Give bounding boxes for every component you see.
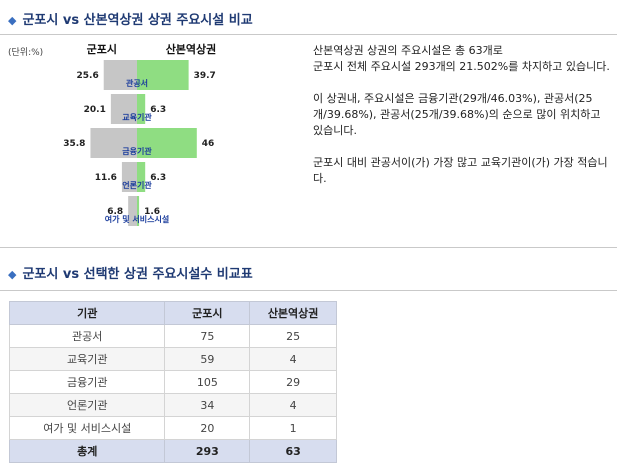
table-cell: 25 — [249, 324, 337, 348]
bar-sanbon — [137, 60, 189, 90]
table-cell: 59 — [164, 347, 251, 371]
bar-gunpo — [90, 128, 137, 158]
bar-sanbon — [137, 94, 146, 124]
value-label-right: 39.7 — [194, 71, 216, 81]
value-label-left: 20.1 — [84, 105, 106, 115]
value-label-right: 6.3 — [150, 173, 166, 183]
category-label: 교육기관 — [122, 112, 152, 122]
value-label-left: 25.6 — [77, 71, 99, 81]
table-row-label: 관공서 — [8, 324, 166, 348]
table-total-cell: 63 — [249, 439, 337, 463]
table-row: 금융기관 105 29 — [8, 370, 337, 394]
table-cell: 20 — [164, 416, 251, 440]
table-cell: 105 — [164, 370, 251, 394]
table-cell: 75 — [164, 324, 251, 348]
table-cell: 4 — [249, 347, 337, 371]
bar-gunpo — [121, 162, 137, 192]
table-row-label: 언론기관 — [8, 393, 166, 417]
category-label: 여가 및 서비스시설 — [105, 214, 169, 224]
table-total-label: 총계 — [8, 439, 166, 463]
value-label-left: 11.6 — [95, 173, 117, 183]
section-title-text: 군포시 vs 산본역상권 상권 주요시설 비교 — [22, 13, 253, 28]
bar-sanbon — [137, 196, 140, 226]
butterfly-chart: 군포시 산본역상권 25.6 39.7 관공서 20.1 6.3 교육기관 35.8 46 금융기관… — [0, 36, 300, 236]
table-row-label: 여가 및 서비스시설 — [8, 416, 166, 440]
bar-sanbon — [137, 162, 146, 192]
unit-label: (단위:%) — [8, 48, 44, 58]
summary-paragraph: 산본역상권 상권의 주요시설은 총 63개로 군포시 전체 주요시설 293개의… — [313, 44, 610, 73]
table-total-row: 총계 293 63 — [8, 439, 337, 463]
table-row-label: 교육기관 — [8, 347, 166, 371]
table-row: 교육기관 59 4 — [8, 347, 337, 371]
table-row-label: 금융기관 — [8, 370, 166, 394]
summary-paragraph: 이 상권내, 주요시설은 금융기관(29개/46.03%), 관공서(25개/3… — [313, 92, 601, 137]
value-label-left: 35.8 — [63, 139, 85, 149]
table-header-row: 기관 군포시 산본역상권 — [8, 301, 337, 325]
legend-left-label: 군포시 — [87, 43, 117, 56]
bar-gunpo — [103, 60, 137, 90]
divider — [0, 247, 617, 248]
category-label: 금융기관 — [122, 146, 152, 156]
value-label-left: 6.8 — [107, 207, 123, 217]
bar-gunpo — [110, 94, 137, 124]
table-header-cell: 기관 — [8, 301, 166, 325]
table-cell: 29 — [249, 370, 337, 394]
table-row: 관공서 75 25 — [8, 324, 337, 348]
diamond-bullet-icon: ◆ — [8, 14, 17, 27]
section-title-text: 군포시 vs 선택한 상권 주요시설수 비교표 — [22, 267, 253, 282]
bar-gunpo — [128, 196, 137, 226]
comparison-table: 기관 군포시 산본역상권 관공서 75 25 교육기관 59 4 금융기관 105 29 언론기관… — [8, 301, 337, 463]
value-label-right: 46 — [202, 139, 215, 149]
table-header-cell: 군포시 — [164, 301, 251, 325]
table-row: 언론기관 34 4 — [8, 393, 337, 417]
table-row: 여가 및 서비스시설 20 1 — [8, 416, 337, 440]
legend-right-label: 산본역상권 — [166, 42, 217, 56]
summary-text: 산본역상권 상권의 주요시설은 총 63개로 군포시 전체 주요시설 293개의… — [313, 43, 613, 203]
section-title-table: ◆ 군포시 vs 선택한 상권 주요시설수 비교표 — [8, 263, 253, 282]
category-label: 언론기관 — [122, 180, 152, 190]
summary-paragraph: 군포시 대비 관공서이(가) 가장 많고 교육기관이(가) 가장 적습니다. — [313, 156, 608, 185]
table-header-cell: 산본역상권 — [249, 301, 337, 325]
diamond-bullet-icon: ◆ — [8, 268, 17, 281]
divider — [0, 290, 617, 291]
category-label: 관공서 — [126, 78, 148, 88]
table-total-cell: 293 — [164, 439, 251, 463]
section-title-comparison: ◆ 군포시 vs 산본역상권 상권 주요시설 비교 — [8, 9, 253, 28]
table-cell: 1 — [249, 416, 337, 440]
bar-sanbon — [137, 128, 197, 158]
table-cell: 34 — [164, 393, 251, 417]
divider — [0, 34, 617, 35]
table-cell: 4 — [249, 393, 337, 417]
value-label-right: 6.3 — [150, 105, 166, 115]
value-label-right: 1.6 — [144, 207, 160, 217]
